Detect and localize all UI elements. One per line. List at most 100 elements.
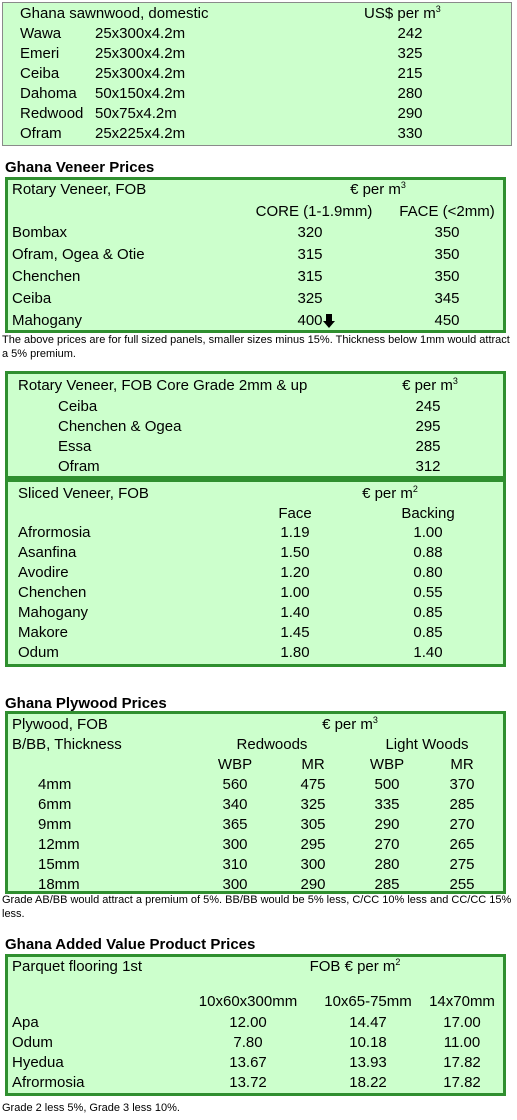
sawnwood-table bbox=[2, 2, 512, 146]
note: The above prices are for full sized pane… bbox=[2, 334, 510, 360]
unit-text: € per m bbox=[362, 485, 413, 502]
row-label: Emeri bbox=[20, 45, 60, 62]
cell: 0.80 bbox=[413, 564, 443, 581]
cell: 17.82 bbox=[443, 1054, 481, 1071]
cell: 325 bbox=[300, 796, 326, 813]
row-label: Avodire bbox=[18, 564, 69, 581]
table-title: Parquet flooring 1st bbox=[12, 958, 143, 975]
cell: 310 bbox=[222, 856, 248, 873]
row-label: 18mm bbox=[38, 876, 80, 893]
cell: 330 bbox=[397, 125, 423, 142]
cell: 242 bbox=[397, 25, 423, 42]
cell: 1.45 bbox=[280, 624, 310, 641]
cell: 18.22 bbox=[349, 1074, 387, 1091]
group-header: Redwoods bbox=[236, 736, 308, 753]
cell: 13.67 bbox=[229, 1054, 267, 1071]
cell: 245 bbox=[415, 398, 441, 415]
cell: 10.18 bbox=[349, 1034, 387, 1051]
cell: 1.50 bbox=[280, 544, 310, 561]
row-label: Ceiba bbox=[20, 65, 60, 82]
column-header: MR bbox=[450, 756, 474, 773]
table-title: Plywood, FOB bbox=[12, 716, 108, 733]
cell: 320 bbox=[297, 224, 323, 241]
cell: 345 bbox=[434, 290, 460, 307]
unit: € per m3 bbox=[402, 377, 458, 395]
cell: 1.80 bbox=[280, 644, 310, 661]
row-label: Hyedua bbox=[12, 1054, 64, 1071]
unit-exponent: 3 bbox=[372, 715, 378, 725]
cell: 280 bbox=[397, 85, 423, 102]
cell: 285 bbox=[449, 796, 475, 813]
cell: 350 bbox=[434, 224, 460, 241]
column-header: 10x65-75mm bbox=[324, 993, 412, 1010]
cell: 312 bbox=[415, 458, 441, 475]
row-label: Wawa bbox=[20, 25, 62, 42]
cell: 350 bbox=[434, 246, 460, 263]
cell: 560 bbox=[222, 776, 248, 793]
veneer-table bbox=[5, 177, 506, 333]
unit-text: € per m bbox=[402, 377, 453, 394]
cell: 340 bbox=[222, 796, 248, 813]
cell: 400 bbox=[297, 312, 323, 329]
cell: 11.00 bbox=[443, 1034, 481, 1051]
cell: 12.00 bbox=[229, 1014, 267, 1031]
cell: 285 bbox=[374, 876, 400, 893]
cell: 275 bbox=[449, 856, 475, 873]
row-label: Ofram, Ogea & Otie bbox=[12, 246, 145, 263]
cell: 50x75x4.2m bbox=[95, 105, 177, 122]
row-label: Chenchen bbox=[12, 268, 81, 285]
unit: € per m2 bbox=[362, 485, 418, 503]
column-header: MR bbox=[301, 756, 325, 773]
row-label: Ceiba bbox=[12, 290, 52, 307]
row-label: Odum bbox=[18, 644, 59, 661]
cell: 17.00 bbox=[443, 1014, 481, 1031]
cell: 280 bbox=[374, 856, 400, 873]
cell: 14.47 bbox=[349, 1014, 387, 1031]
down-arrow-icon bbox=[323, 314, 335, 328]
section-heading: Ghana Plywood Prices bbox=[5, 695, 167, 712]
row-label: Redwood bbox=[20, 105, 84, 122]
cell: 13.93 bbox=[349, 1054, 387, 1071]
cell: 290 bbox=[300, 876, 326, 893]
cell: 325 bbox=[297, 290, 323, 307]
row-label: Chenchen & Ogea bbox=[58, 418, 182, 435]
row-label: Makore bbox=[18, 624, 69, 641]
cell: 450 bbox=[434, 312, 460, 329]
note: Grade 2 less 5%, Grade 3 less 10%. bbox=[2, 1102, 180, 1114]
unit-text: € per m bbox=[322, 716, 373, 733]
cell: 0.85 bbox=[413, 604, 443, 621]
cell: 300 bbox=[222, 876, 248, 893]
cell: 300 bbox=[222, 836, 248, 853]
unit-exponent: 2 bbox=[412, 484, 418, 494]
column-header: CORE (1-1.9mm) bbox=[255, 203, 373, 220]
plywood-table bbox=[5, 711, 506, 894]
cell: 295 bbox=[300, 836, 326, 853]
cell: 1.40 bbox=[280, 604, 310, 621]
cell: 370 bbox=[449, 776, 475, 793]
section-heading: Ghana Added Value Product Prices bbox=[5, 936, 256, 953]
section-heading: Ghana Veneer Prices bbox=[5, 159, 155, 176]
unit: US$ per m3 bbox=[364, 5, 441, 23]
cell: 1.00 bbox=[413, 524, 443, 541]
row-label: Apa bbox=[12, 1014, 39, 1031]
unit-exponent: 3 bbox=[452, 376, 458, 386]
row-label: Ofram bbox=[58, 458, 100, 475]
cell: 285 bbox=[415, 438, 441, 455]
row-label: 6mm bbox=[38, 796, 72, 813]
cell: 270 bbox=[449, 816, 475, 833]
table-title: Rotary Veneer, FOB Core Grade 2mm & up bbox=[18, 377, 308, 394]
cell: 0.85 bbox=[413, 624, 443, 641]
cell: 265 bbox=[449, 836, 475, 853]
cell: 25x300x4.2m bbox=[95, 65, 186, 82]
cell: 350 bbox=[434, 268, 460, 285]
note: Grade AB/BB would attract a premium of 5… bbox=[2, 894, 512, 920]
row-label: Chenchen bbox=[18, 584, 87, 601]
unit: € per m3 bbox=[350, 181, 406, 199]
cell: 365 bbox=[222, 816, 248, 833]
group-header: Light Woods bbox=[385, 736, 469, 753]
cell: 315 bbox=[297, 268, 323, 285]
cell: 25x225x4.2m bbox=[95, 125, 186, 142]
sliced-table bbox=[5, 479, 506, 667]
table-title: Sliced Veneer, FOB bbox=[18, 485, 149, 502]
